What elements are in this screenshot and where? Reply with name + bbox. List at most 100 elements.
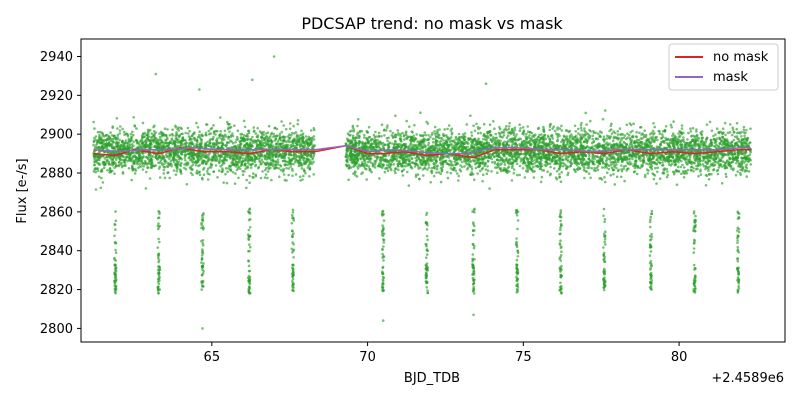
scatter-point [311, 146, 315, 149]
scatter-point [146, 166, 150, 170]
scatter-point [143, 135, 146, 139]
scatter-point [346, 132, 350, 135]
scatter-point [290, 131, 294, 135]
scatter-point [184, 149, 187, 152]
scatter-point [239, 143, 242, 146]
scatter-point [621, 133, 625, 136]
scatter-point [463, 165, 466, 168]
scatter-point [466, 145, 470, 149]
scatter-point [222, 181, 225, 184]
scatter-point [292, 162, 295, 166]
scatter-point [198, 173, 202, 177]
scatter-point [260, 158, 264, 162]
scatter-point [237, 165, 241, 169]
scatter-point [401, 131, 404, 135]
scatter-point [96, 130, 100, 134]
scatter-point [143, 162, 147, 166]
scatter-point [244, 158, 247, 161]
scatter-point [180, 127, 183, 130]
scatter-point [212, 124, 215, 127]
scatter-point [298, 137, 301, 140]
scatter-point [240, 132, 244, 136]
scatter-point [266, 176, 269, 180]
scatter-point [189, 159, 192, 162]
scatter-point [195, 121, 198, 125]
scatter-point [578, 139, 582, 143]
scatter-point [265, 142, 268, 146]
scatter-point [252, 130, 256, 133]
scatter-point [280, 120, 283, 123]
scatter-point [162, 168, 166, 172]
scatter-point [211, 142, 215, 145]
scatter-point [208, 173, 211, 176]
scatter-point [223, 133, 227, 136]
scatter-point [202, 173, 206, 176]
scatter-point [140, 142, 144, 146]
scatter-point [195, 171, 198, 175]
scatter-point [576, 127, 580, 131]
scatter-point [140, 165, 143, 168]
scatter-point [281, 151, 285, 154]
scatter-point [481, 179, 484, 183]
scatter-point [153, 124, 156, 127]
scatter-point [478, 169, 482, 173]
scatter-point [721, 127, 725, 130]
scatter-point [113, 134, 116, 138]
scatter-point [300, 129, 303, 133]
scatter-point [363, 133, 366, 137]
scatter-point [232, 162, 236, 166]
scatter-point [94, 170, 98, 174]
scatter-point [470, 134, 474, 137]
scatter-point [561, 164, 565, 168]
scatter-point [704, 160, 707, 163]
scatter-point [499, 139, 502, 142]
scatter-point [294, 153, 298, 156]
scatter-point [160, 146, 164, 149]
scatter-point [253, 160, 257, 163]
scatter-point [299, 164, 303, 167]
scatter-point [406, 170, 409, 174]
scatter-point [131, 167, 134, 170]
scatter-point [284, 127, 288, 131]
scatter-point [306, 166, 310, 169]
chart-title: PDCSAP trend: no mask vs mask [301, 14, 563, 33]
scatter-point [141, 162, 144, 166]
scatter-point [669, 123, 673, 127]
scatter-point [213, 146, 216, 149]
scatter-point [200, 153, 204, 156]
scatter-point [309, 140, 313, 143]
scatter-point [218, 158, 222, 162]
scatter-point [137, 166, 140, 170]
scatter-point [245, 178, 248, 182]
scatter-point [214, 164, 218, 167]
scatter-point [131, 130, 134, 134]
scatter-point [204, 162, 208, 166]
scatter-point [205, 170, 209, 173]
scatter-point [580, 121, 583, 125]
scatter-point [172, 156, 175, 159]
scatter-point [256, 138, 260, 142]
scatter-point [212, 132, 216, 135]
scatter-point [508, 121, 512, 125]
scatter-point [311, 136, 314, 140]
scatter-point [111, 125, 114, 128]
scatter-point [129, 132, 133, 136]
scatter-point [257, 154, 260, 158]
scatter-point [718, 163, 722, 166]
scatter-point [206, 167, 210, 171]
scatter-point [266, 139, 270, 143]
scatter-point [201, 178, 204, 181]
scatter-point [158, 176, 162, 179]
scatter-point [593, 163, 596, 166]
scatter-point [653, 174, 657, 177]
scatter-point [109, 143, 113, 147]
scatter-point [137, 154, 141, 157]
scatter-point [142, 165, 145, 168]
scatter-point [115, 156, 118, 160]
scatter-point [183, 138, 186, 142]
scatter-point [532, 134, 536, 137]
scatter-point [275, 142, 278, 145]
scatter-point [406, 164, 410, 167]
scatter-point [446, 176, 450, 180]
scatter-point [282, 159, 285, 162]
